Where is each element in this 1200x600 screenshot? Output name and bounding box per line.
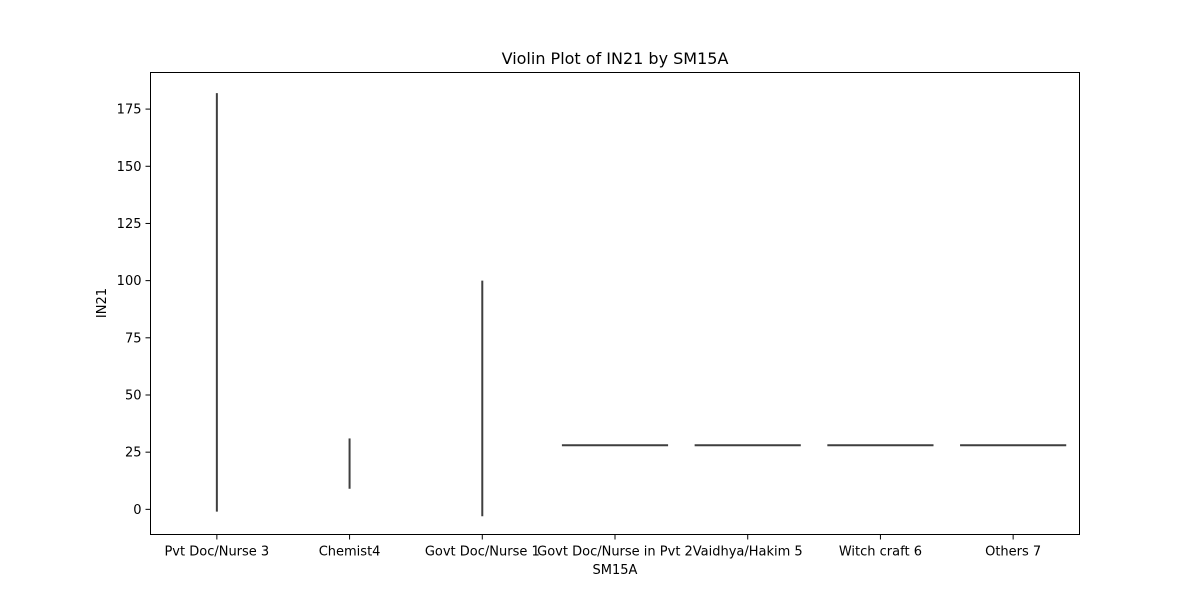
y-tick-label: 75 bbox=[125, 331, 142, 346]
x-tick-label: Others 7 bbox=[985, 545, 1041, 560]
y-axis-label: IN21 bbox=[95, 288, 110, 318]
y-tick-label: 100 bbox=[117, 274, 142, 289]
y-tick-label: 25 bbox=[125, 446, 142, 461]
x-axis: Pvt Doc/Nurse 3 Chemist4 Govt Doc/Nurse 1G… bbox=[164, 534, 1041, 560]
violin-marks bbox=[215, 93, 1067, 517]
x-tick-label: Pvt Doc/Nurse 3 bbox=[164, 545, 269, 560]
y-tick-label: 125 bbox=[117, 217, 142, 232]
y-axis: 0 25 50 75 100 125 150 175 bbox=[117, 103, 151, 518]
y-tick-label: 50 bbox=[125, 388, 142, 403]
x-tick-label: Chemist4 bbox=[319, 545, 381, 560]
chart-title: Violin Plot of IN21 by SM15A bbox=[502, 49, 729, 68]
plot-area-frame bbox=[150, 72, 1080, 535]
y-tick-label: 150 bbox=[117, 160, 142, 175]
x-tick-label: Govt Doc/Nurse in Pvt 2 bbox=[537, 545, 693, 560]
y-tick-label: 0 bbox=[133, 503, 141, 518]
x-axis-label: SM15A bbox=[593, 563, 638, 578]
y-tick-label: 175 bbox=[117, 103, 142, 118]
x-tick-label: Witch craft 6 bbox=[839, 545, 922, 560]
x-tick-label: Vaidhya/Hakim 5 bbox=[693, 545, 803, 560]
x-tick-label: Govt Doc/Nurse 1 bbox=[425, 545, 540, 560]
